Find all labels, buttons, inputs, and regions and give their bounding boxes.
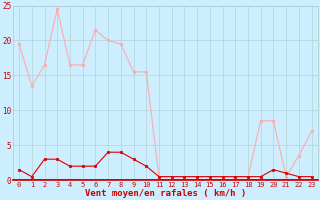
X-axis label: Vent moyen/en rafales ( km/h ): Vent moyen/en rafales ( km/h ) — [85, 189, 246, 198]
